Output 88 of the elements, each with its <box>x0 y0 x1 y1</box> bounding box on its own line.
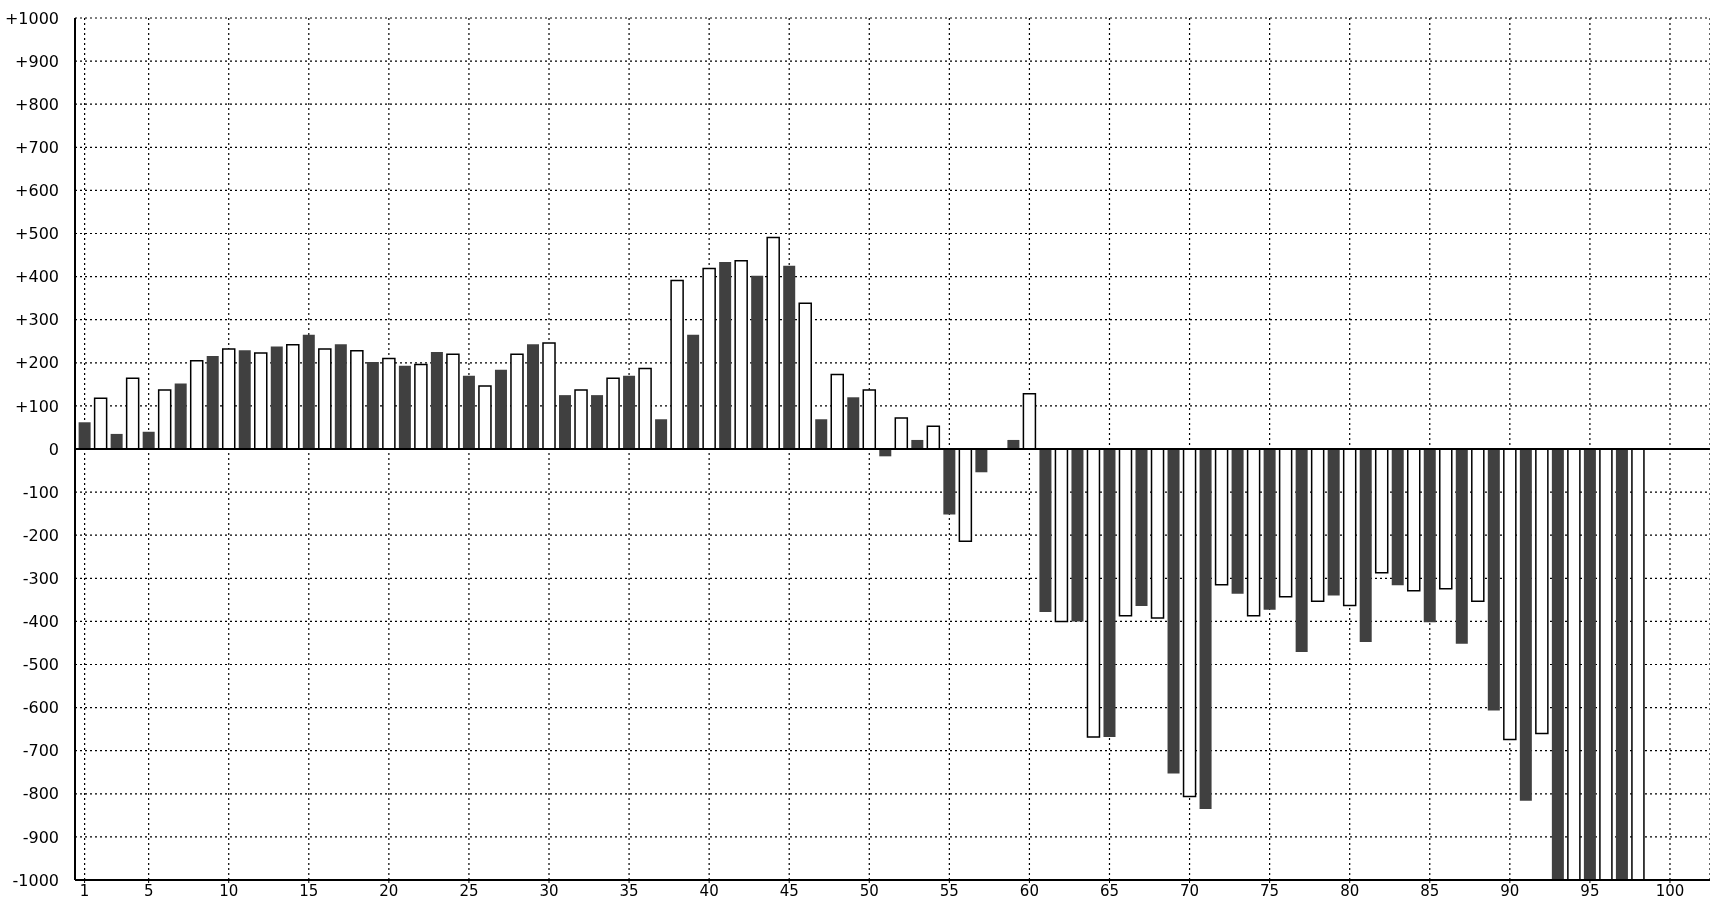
bar <box>1359 449 1372 643</box>
bar <box>975 449 988 473</box>
y-tick-label: -100 <box>22 482 59 502</box>
y-tick-label: +300 <box>15 310 59 330</box>
y-tick-label: +100 <box>15 396 59 416</box>
x-tick-label: 40 <box>699 881 719 900</box>
y-tick-label: +600 <box>15 181 59 201</box>
bar <box>494 369 507 449</box>
y-tick-label: -500 <box>22 655 59 675</box>
y-tick-label: +700 <box>15 137 59 157</box>
bar <box>1295 449 1308 652</box>
x-tick-label: 60 <box>1019 881 1039 900</box>
bar <box>1327 449 1340 596</box>
x-tick-label: 80 <box>1340 881 1360 900</box>
x-tick-label: 85 <box>1420 881 1440 900</box>
bar <box>687 334 700 449</box>
bar <box>1487 449 1500 711</box>
bar <box>1263 449 1276 610</box>
y-tick-label: 0 <box>48 439 59 459</box>
x-tick-label: 65 <box>1099 881 1120 900</box>
x-tick-label: 10 <box>219 881 239 900</box>
x-tick-label: 90 <box>1500 881 1520 900</box>
x-tick-label: 100 <box>1655 881 1685 900</box>
bar <box>270 346 283 449</box>
x-tick-label: 20 <box>379 881 399 900</box>
bar <box>334 344 347 449</box>
bar <box>623 375 636 449</box>
y-tick-label: -300 <box>22 568 59 588</box>
bar <box>655 419 668 449</box>
bar <box>1231 449 1244 594</box>
bar <box>1455 449 1468 644</box>
x-tick-label: 45 <box>779 881 799 900</box>
bar <box>1199 449 1212 809</box>
y-tick-label: +800 <box>15 94 59 114</box>
x-tick-label: 75 <box>1260 881 1280 900</box>
bar <box>398 365 411 449</box>
x-tick-label: 95 <box>1580 881 1600 900</box>
bar <box>719 261 732 449</box>
bar <box>1071 449 1084 622</box>
bar <box>847 397 860 449</box>
bar <box>174 383 187 449</box>
bar <box>206 355 219 449</box>
x-tick-label: 15 <box>299 881 319 900</box>
bar <box>559 395 572 449</box>
bar <box>1583 449 1596 880</box>
bar <box>302 334 315 449</box>
x-tick-label: 70 <box>1180 881 1200 900</box>
y-tick-label: -600 <box>22 698 59 718</box>
bar <box>1423 449 1436 623</box>
bar <box>78 422 91 449</box>
bar <box>1551 449 1564 880</box>
y-tick-label: -800 <box>22 784 59 804</box>
bar <box>142 431 155 449</box>
bar <box>1167 449 1180 774</box>
x-tick-label: 35 <box>619 881 639 900</box>
y-tick-label: -900 <box>22 827 59 847</box>
bar <box>783 265 796 449</box>
x-tick-label: 1 <box>79 881 90 900</box>
bar <box>526 344 539 449</box>
y-tick-label: -400 <box>22 612 59 632</box>
bar <box>430 352 443 449</box>
x-tick-label: 30 <box>539 881 559 900</box>
bar <box>1135 449 1148 606</box>
bar <box>110 433 123 449</box>
bar <box>462 375 475 449</box>
bar <box>1391 449 1404 586</box>
y-tick-label: -1000 <box>12 870 59 890</box>
x-tick-label: 55 <box>939 881 959 900</box>
bar <box>751 275 764 449</box>
y-tick-label: +1000 <box>4 8 59 28</box>
bar <box>1039 449 1052 612</box>
bar <box>815 419 828 449</box>
bar <box>943 449 956 515</box>
y-tick-label: +200 <box>15 353 59 373</box>
y-tick-label: +900 <box>15 51 59 71</box>
y-tick-label: -700 <box>22 741 59 761</box>
bar <box>591 395 604 449</box>
x-tick-label: 50 <box>859 881 879 900</box>
y-tick-label: +400 <box>15 267 59 287</box>
x-tick-label: 5 <box>143 881 154 900</box>
bar <box>366 361 379 449</box>
y-tick-label: +500 <box>15 224 59 244</box>
bar <box>1519 449 1532 801</box>
y-tick-label: -200 <box>22 525 59 545</box>
bar <box>1103 449 1116 737</box>
bar <box>238 350 251 449</box>
bar <box>1615 449 1628 880</box>
x-tick-label: 25 <box>459 881 479 900</box>
